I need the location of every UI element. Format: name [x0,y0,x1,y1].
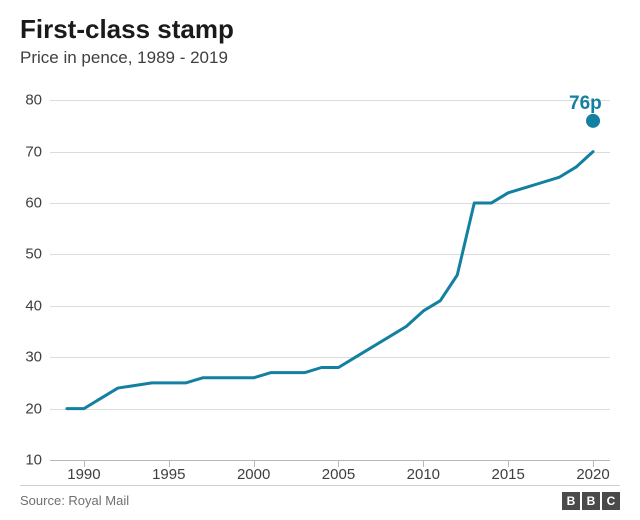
branding-letter: B [562,492,580,510]
x-tick-label: 2020 [576,466,609,483]
x-axis-baseline [50,460,610,461]
bbc-branding: B B C [562,492,620,510]
x-tick-label: 2000 [237,466,270,483]
end-label: 76p [569,93,602,115]
y-tick-label: 50 [25,246,42,263]
x-tick-label: 2015 [491,466,524,483]
chart-footer: Source: Royal Mail B B C [20,485,620,516]
x-tick-mark [593,460,594,467]
y-tick-label: 60 [25,195,42,212]
y-tick-label: 10 [25,452,42,469]
x-tick-mark [423,460,424,467]
x-tick-mark [254,460,255,467]
chart-title: First-class stamp [20,14,234,45]
x-tick-mark [84,460,85,467]
x-tick-label: 1995 [152,466,185,483]
x-tick-mark [338,460,339,467]
price-line [67,152,593,409]
x-tick-mark [169,460,170,467]
x-tick-label: 2010 [407,466,440,483]
y-tick-label: 80 [25,92,42,109]
x-tick-label: 2005 [322,466,355,483]
chart-container: First-class stamp Price in pence, 1989 -… [0,0,640,520]
y-tick-label: 70 [25,143,42,160]
y-tick-label: 40 [25,297,42,314]
y-tick-label: 20 [25,400,42,417]
line-layer [50,90,610,460]
branding-letter: C [602,492,620,510]
x-tick-label: 1990 [67,466,100,483]
y-tick-label: 30 [25,349,42,366]
chart-subtitle: Price in pence, 1989 - 2019 [20,48,228,68]
x-tick-mark [508,460,509,467]
source-text: Source: Royal Mail [20,493,129,508]
branding-letter: B [582,492,600,510]
end-marker [586,114,600,128]
plot-area: 1020304050607080 19901995200020052010201… [50,90,610,460]
